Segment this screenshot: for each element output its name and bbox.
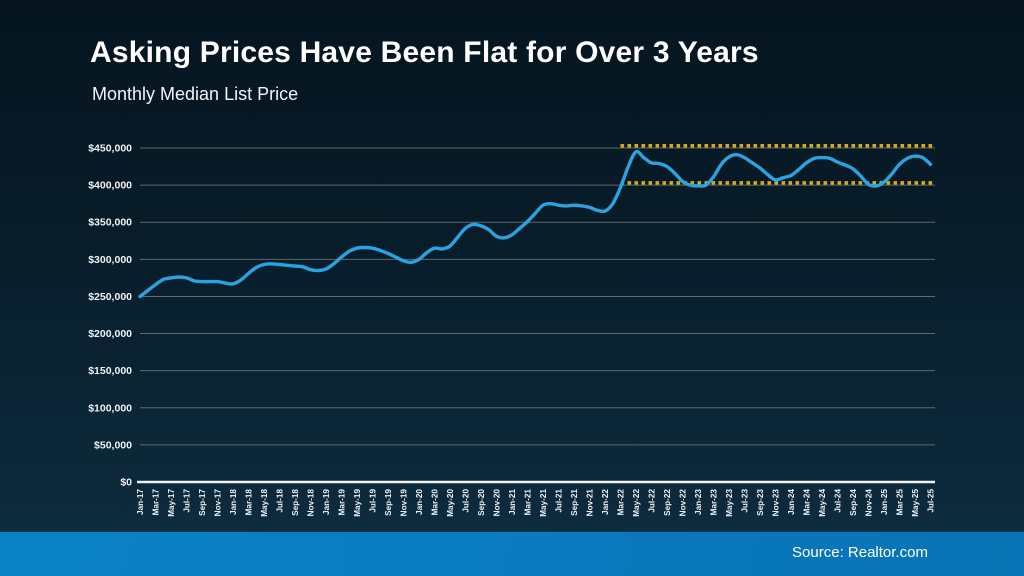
svg-text:Jul-20: Jul-20 bbox=[462, 489, 471, 513]
svg-text:Jan-24: Jan-24 bbox=[787, 489, 796, 515]
page-title: Asking Prices Have Been Flat for Over 3 … bbox=[90, 36, 759, 69]
svg-text:Nov-18: Nov-18 bbox=[307, 489, 316, 517]
svg-text:Nov-19: Nov-19 bbox=[400, 489, 409, 517]
svg-text:May-18: May-18 bbox=[260, 489, 269, 517]
svg-text:Nov-21: Nov-21 bbox=[586, 489, 595, 517]
svg-text:May-23: May-23 bbox=[725, 489, 734, 517]
svg-text:Sep-22: Sep-22 bbox=[663, 489, 672, 516]
svg-text:Jul-23: Jul-23 bbox=[741, 489, 750, 513]
svg-text:$100,000: $100,000 bbox=[88, 402, 132, 414]
svg-text:Jul-24: Jul-24 bbox=[834, 489, 843, 513]
svg-text:Sep-23: Sep-23 bbox=[756, 489, 765, 516]
svg-text:$0: $0 bbox=[120, 477, 132, 489]
svg-text:$400,000: $400,000 bbox=[88, 180, 132, 192]
svg-text:$350,000: $350,000 bbox=[88, 217, 132, 229]
svg-text:May-21: May-21 bbox=[539, 489, 548, 517]
x-axis-labels: Jan-17 Mar-17 May-17 Jul-17 Sep-17 Nov-17 Jan-… bbox=[136, 489, 936, 517]
svg-text:$450,000: $450,000 bbox=[88, 143, 132, 155]
svg-text:Nov-17: Nov-17 bbox=[214, 489, 223, 517]
svg-text:Mar-18: Mar-18 bbox=[245, 489, 254, 516]
svg-text:Jan-21: Jan-21 bbox=[508, 489, 517, 515]
svg-text:Sep-20: Sep-20 bbox=[477, 489, 486, 516]
svg-text:Nov-24: Nov-24 bbox=[865, 489, 874, 517]
svg-text:Sep-17: Sep-17 bbox=[198, 489, 207, 516]
gridlines bbox=[140, 147, 935, 446]
svg-text:Jan-19: Jan-19 bbox=[322, 489, 331, 515]
svg-text:$150,000: $150,000 bbox=[88, 365, 132, 377]
svg-text:Sep-19: Sep-19 bbox=[384, 489, 393, 516]
svg-text:Jul-19: Jul-19 bbox=[369, 489, 378, 513]
median-list-price-line bbox=[138, 149, 933, 299]
svg-text:Jul-21: Jul-21 bbox=[555, 489, 564, 513]
chart-subtitle: Monthly Median List Price bbox=[92, 84, 299, 104]
svg-text:May-17: May-17 bbox=[167, 489, 176, 517]
footer-bar: Source: Realtor.com bbox=[0, 531, 1024, 576]
svg-text:Mar-22: Mar-22 bbox=[617, 489, 626, 516]
svg-text:Jan-22: Jan-22 bbox=[601, 489, 610, 515]
svg-text:Mar-19: Mar-19 bbox=[338, 489, 347, 516]
svg-text:$200,000: $200,000 bbox=[88, 328, 132, 340]
svg-text:Nov-23: Nov-23 bbox=[772, 489, 781, 517]
svg-text:$250,000: $250,000 bbox=[88, 291, 132, 303]
svg-text:May-19: May-19 bbox=[353, 489, 362, 517]
svg-text:Jul-18: Jul-18 bbox=[276, 489, 285, 513]
svg-text:Jul-22: Jul-22 bbox=[648, 489, 657, 513]
svg-text:Mar-24: Mar-24 bbox=[803, 489, 812, 516]
svg-text:Sep-21: Sep-21 bbox=[570, 489, 579, 516]
svg-text:Nov-20: Nov-20 bbox=[493, 489, 502, 517]
svg-text:Mar-25: Mar-25 bbox=[896, 489, 905, 516]
svg-text:Mar-17: Mar-17 bbox=[152, 489, 161, 516]
y-axis-labels: $0 $50,000 $100,000 $150,000 $200,000 $250,00… bbox=[88, 143, 132, 489]
svg-text:$50,000: $50,000 bbox=[94, 439, 132, 451]
svg-text:$300,000: $300,000 bbox=[88, 254, 132, 266]
svg-text:Jan-18: Jan-18 bbox=[229, 489, 238, 515]
svg-text:Jul-25: Jul-25 bbox=[927, 489, 936, 513]
svg-text:Mar-21: Mar-21 bbox=[524, 489, 533, 516]
svg-text:Nov-22: Nov-22 bbox=[679, 489, 688, 517]
source-text: Source: Realtor.com bbox=[792, 544, 928, 561]
svg-text:Jan-20: Jan-20 bbox=[415, 489, 424, 515]
svg-text:Mar-20: Mar-20 bbox=[431, 489, 440, 516]
svg-text:May-22: May-22 bbox=[632, 489, 641, 517]
svg-text:Jul-17: Jul-17 bbox=[183, 489, 192, 513]
svg-text:Jan-23: Jan-23 bbox=[694, 489, 703, 515]
svg-text:May-24: May-24 bbox=[818, 489, 827, 517]
svg-text:Mar-23: Mar-23 bbox=[710, 489, 719, 516]
svg-text:May-25: May-25 bbox=[911, 489, 920, 517]
svg-text:Jan-25: Jan-25 bbox=[880, 489, 889, 515]
svg-text:Sep-24: Sep-24 bbox=[849, 489, 858, 516]
svg-text:Sep-18: Sep-18 bbox=[291, 489, 300, 516]
svg-text:Jan-17: Jan-17 bbox=[136, 489, 145, 515]
svg-text:May-20: May-20 bbox=[446, 489, 455, 517]
